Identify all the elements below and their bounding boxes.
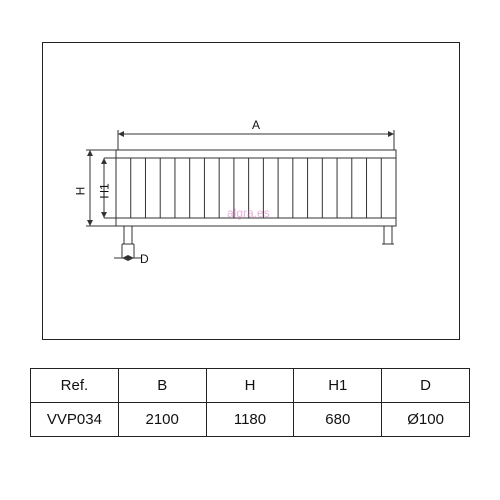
- dim-label-d: D: [140, 252, 149, 266]
- table-header: H: [206, 369, 294, 403]
- table-cell: 2100: [118, 403, 206, 437]
- table-header: H1: [294, 369, 382, 403]
- table-header: D: [382, 369, 470, 403]
- table-header: Ref.: [31, 369, 119, 403]
- dim-label-a: A: [252, 118, 260, 132]
- dim-label-h: H: [73, 187, 87, 196]
- watermark: algra.es: [227, 206, 270, 220]
- spec-table: Ref. B H H1 D VVP034 2100 1180 680 Ø100: [30, 368, 470, 437]
- table-cell: Ø100: [382, 403, 470, 437]
- technical-drawing: [0, 0, 500, 340]
- table-cell: VVP034: [31, 403, 119, 437]
- table-header: B: [118, 369, 206, 403]
- table-cell: 680: [294, 403, 382, 437]
- dim-label-h1: H1: [98, 183, 112, 198]
- table-cell: 1180: [206, 403, 294, 437]
